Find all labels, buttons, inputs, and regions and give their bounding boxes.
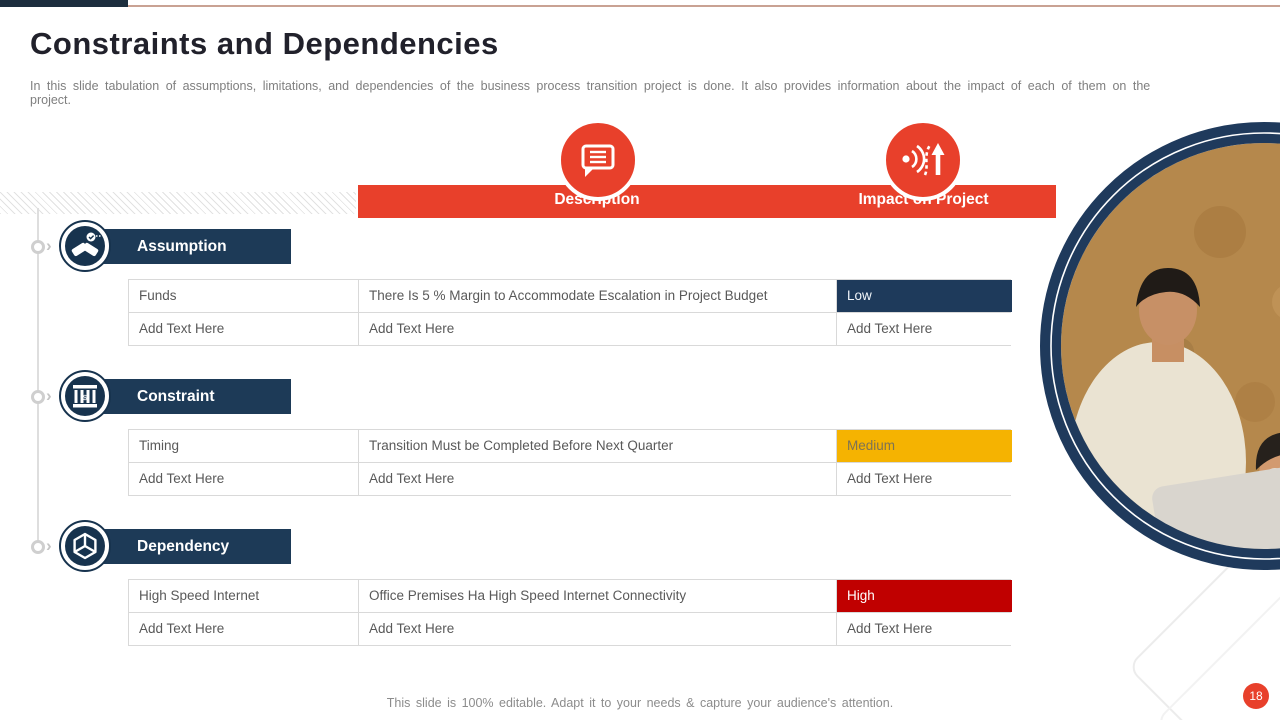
impact-cell-placeholder[interactable]: Add Text Here: [837, 313, 1012, 345]
table-row: Add Text Here Add Text Here Add Text Her…: [129, 462, 1012, 495]
impact-header-circle: [882, 119, 964, 201]
table-row: Timing Transition Must be Completed Befo…: [129, 430, 1012, 462]
bank-building-icon: $: [65, 376, 105, 416]
footer-note: This slide is 100% editable. Adapt it to…: [386, 696, 894, 710]
message-bubble-icon: [561, 123, 635, 197]
page-title: Constraints and Dependencies: [30, 26, 499, 61]
impact-arrow-icon: [886, 123, 960, 197]
top-accent-bar: [0, 0, 128, 7]
description-cell: Transition Must be Completed Before Next…: [359, 430, 837, 462]
timeline-line: [37, 208, 39, 548]
timeline-marker: [31, 540, 45, 554]
cube-icon: [65, 526, 105, 566]
table-row: Funds There Is 5 % Margin to Accommodate…: [129, 280, 1012, 312]
impact-badge: Medium: [837, 430, 1012, 462]
chevron-right-icon: ›: [46, 236, 52, 255]
chevron-right-icon: ›: [46, 536, 52, 555]
description-cell-placeholder[interactable]: Add Text Here: [359, 313, 837, 345]
table-row: High Speed Internet Office Premises Ha H…: [129, 580, 1012, 612]
item-cell-placeholder[interactable]: Add Text Here: [129, 463, 359, 495]
table-row: Add Text Here Add Text Here Add Text Her…: [129, 312, 1012, 345]
table-row: Add Text Here Add Text Here Add Text Her…: [129, 612, 1012, 645]
impact-badge: Low: [837, 280, 1012, 312]
dependency-table: High Speed Internet Office Premises Ha H…: [128, 579, 1012, 646]
page-number-badge: 18: [1243, 683, 1269, 709]
section-header-dependency: Dependency: [100, 529, 291, 564]
item-cell-placeholder[interactable]: Add Text Here: [129, 313, 359, 345]
impact-cell-placeholder[interactable]: Add Text Here: [837, 463, 1012, 495]
timeline-marker: [31, 390, 45, 404]
top-thin-line: [128, 5, 1280, 7]
item-cell-placeholder[interactable]: Add Text Here: [129, 613, 359, 645]
item-cell: Funds: [129, 280, 359, 312]
assumption-table: Funds There Is 5 % Margin to Accommodate…: [128, 279, 1012, 346]
description-cell: There Is 5 % Margin to Accommodate Escal…: [359, 280, 837, 312]
section-label: Constraint: [137, 388, 215, 405]
description-cell-placeholder[interactable]: Add Text Here: [359, 463, 837, 495]
dependency-icon-circle: [59, 520, 111, 572]
chevron-right-icon: ›: [46, 386, 52, 405]
section-label: Dependency: [137, 538, 230, 555]
item-cell: Timing: [129, 430, 359, 462]
constraint-table: Timing Transition Must be Completed Befo…: [128, 429, 1012, 496]
assumption-icon-circle: [59, 220, 111, 272]
svg-text:$: $: [83, 395, 87, 402]
impact-cell-placeholder[interactable]: Add Text Here: [837, 613, 1012, 645]
description-header-circle: [557, 119, 639, 201]
item-cell: High Speed Internet: [129, 580, 359, 612]
impact-badge: High: [837, 580, 1012, 612]
page-subtitle: In this slide tabulation of assumptions,…: [30, 79, 1151, 107]
description-cell: Office Premises Ha High Speed Internet C…: [359, 580, 837, 612]
constraint-icon-circle: $: [59, 370, 111, 422]
team-photo-circle: [1040, 122, 1280, 570]
timeline-marker: [31, 240, 45, 254]
section-header-constraint: Constraint: [100, 379, 291, 414]
section-label: Assumption: [137, 238, 227, 255]
hatch-pattern-band: [0, 192, 356, 214]
handshake-icon: [65, 226, 105, 266]
description-cell-placeholder[interactable]: Add Text Here: [359, 613, 837, 645]
section-header-assumption: Assumption: [100, 229, 291, 264]
